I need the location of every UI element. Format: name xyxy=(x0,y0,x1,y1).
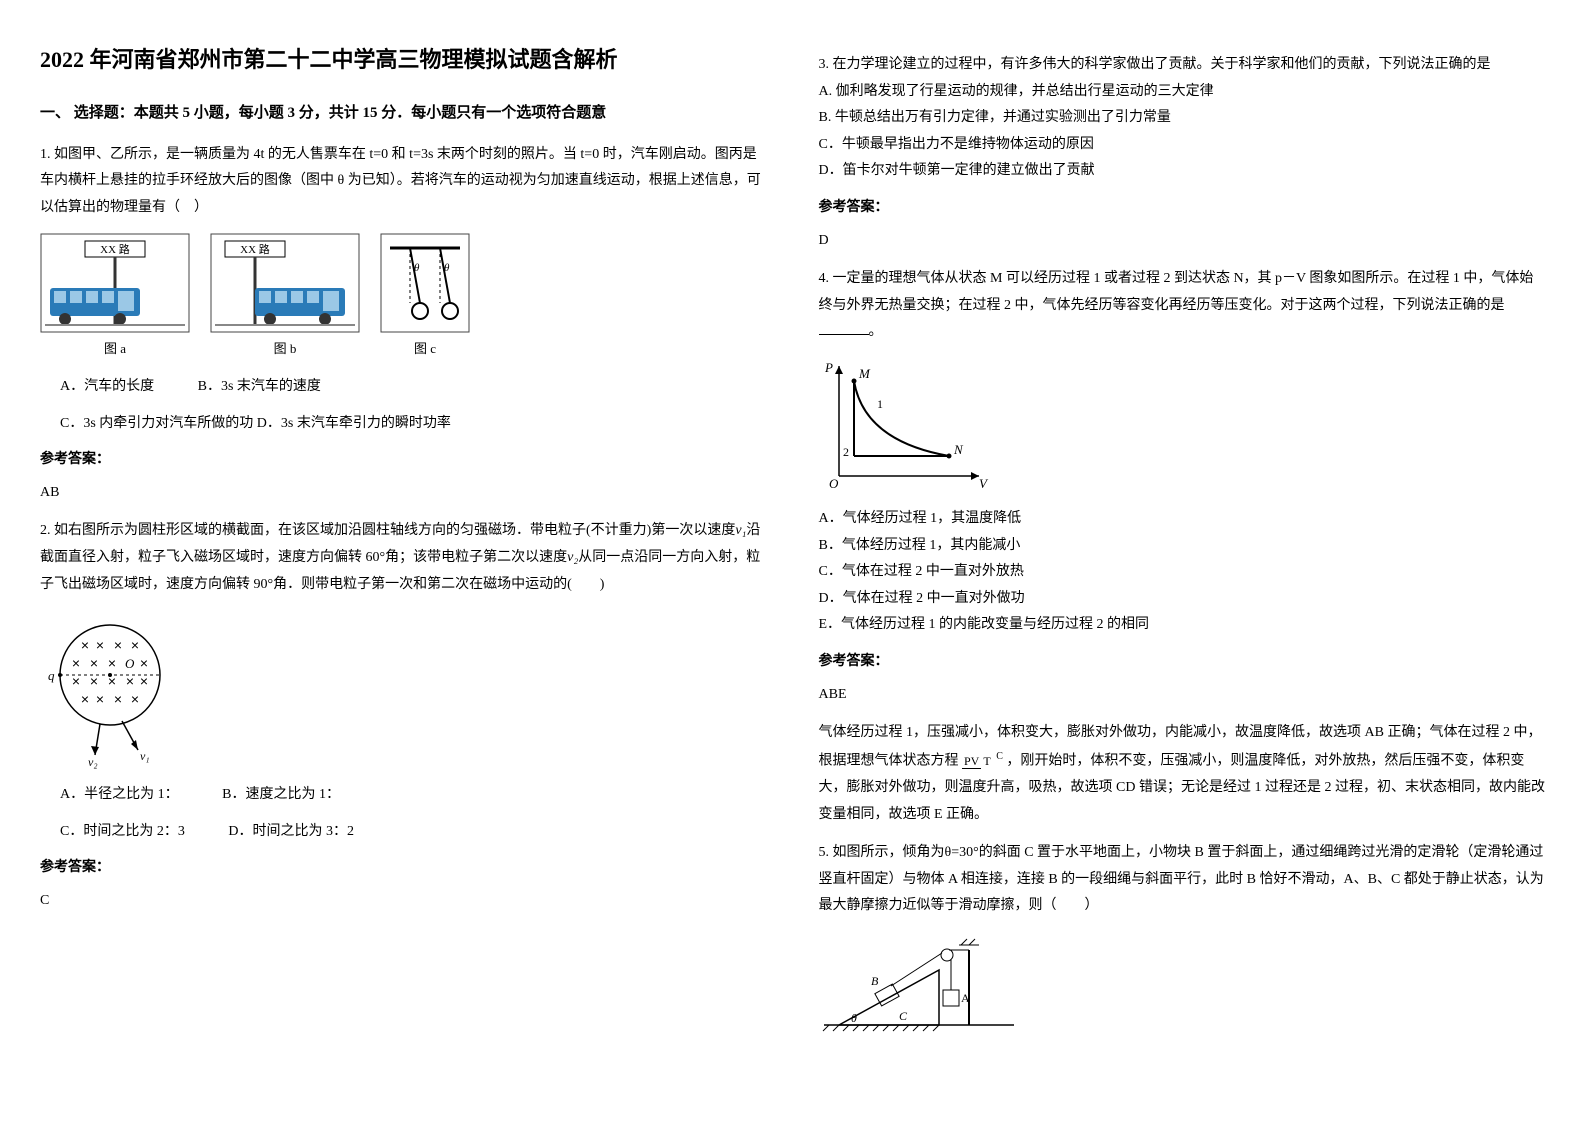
q4-axis-v: V xyxy=(979,476,989,491)
svg-text:×: × xyxy=(96,691,104,707)
q1-fig-c: θ θ 图 c xyxy=(380,233,470,362)
q1-fig-b-caption: 图 b xyxy=(210,337,360,362)
svg-text:×: × xyxy=(114,691,122,707)
question-2: 2. 如右图所示为圆柱形区域的横截面，在该区域加沿圆柱轴线方向的匀强磁场．带电粒… xyxy=(40,518,769,914)
q3-opt-a: A. 伽利略发现了行星运动的规律，并总结出行星运动的三大定律 xyxy=(819,79,1548,106)
q2-options-2: C．时间之比为 2：3 D．时间之比为 3：2 xyxy=(60,819,769,846)
q2-fig-v1: v₁ xyxy=(140,749,150,763)
svg-text:×: × xyxy=(81,637,89,653)
q1-options-2: C．3s 内牵引力对汽车所做的功 D．3s 末汽车牵引力的瞬时功率 xyxy=(60,411,769,438)
q1-stem: 1. 如图甲、乙所示，是一辆质量为 4t 的无人售票车在 t=0 和 t=3s … xyxy=(40,142,769,222)
q4-explain: 气体经历过程 1，压强减小，体积变大，膨胀对外做功，内能减小，故温度降低，故选项… xyxy=(819,720,1548,828)
q4-stem-p1: 4. 一定量的理想气体从状态 M 可以经历过程 1 或者过程 2 到达状态 N，… xyxy=(819,271,1534,313)
q3-stem: 3. 在力学理论建立的过程中，有许多伟大的科学家做出了贡献。关于科学家和他们的贡… xyxy=(819,52,1548,79)
q4-blank-suffix: 。 xyxy=(869,324,883,339)
q5-stem: 5. 如图所示，倾角为θ=30°的斜面 C 置于水平地面上，小物块 B 置于斜面… xyxy=(819,840,1548,920)
q2-opt-b: B．速度之比为 1： xyxy=(222,782,340,809)
q1-figures: XX 路 图 a xyxy=(40,233,769,362)
q4-axis-p: P xyxy=(824,360,833,375)
q3-answer: D xyxy=(819,228,1548,255)
q1-fig-b: XX 路 图 b xyxy=(210,233,360,362)
q1-opt-d: D．3s 末汽车牵引力的瞬时功率 xyxy=(257,416,451,431)
svg-text:×: × xyxy=(108,655,116,671)
q5-lbl-a: A xyxy=(961,991,970,1005)
question-4: 4. 一定量的理想气体从状态 M 可以经历过程 1 或者过程 2 到达状态 N，… xyxy=(819,266,1548,828)
q1-fig-a: XX 路 图 a xyxy=(40,233,190,362)
q1-fig-a-caption: 图 a xyxy=(40,337,190,362)
q4-frac-den: T xyxy=(981,754,992,768)
q2-opt-c: C．时间之比为 2：3 xyxy=(60,819,185,846)
q1-opt-b: B．3s 末汽车的速度 xyxy=(198,374,321,401)
q4-opt-c: C．气体在过程 2 中一直对外放热 xyxy=(819,559,1548,586)
q3-answer-label: 参考答案： xyxy=(819,195,1548,222)
svg-text:×: × xyxy=(90,655,98,671)
q2-opt-d: D．时间之比为 3：2 xyxy=(228,819,354,846)
q3-opt-d: D．笛卡尔对牛顿第一定律的建立做出了贡献 xyxy=(819,158,1548,185)
svg-text:×: × xyxy=(81,691,89,707)
q4-eqc: C xyxy=(996,751,1003,762)
question-3: 3. 在力学理论建立的过程中，有许多伟大的科学家做出了贡献。关于科学家和他们的贡… xyxy=(819,52,1548,254)
svg-text:×: × xyxy=(140,655,148,671)
svg-text:×: × xyxy=(131,637,139,653)
q4-fraction: PVT xyxy=(962,755,993,768)
q2-figure: ×××× ×××× ××××× ×××× q O v₁ xyxy=(40,610,769,770)
q1-fig-a-sign: XX 路 xyxy=(100,243,130,256)
q4-answer-label: 参考答案： xyxy=(819,649,1548,676)
q4-lbl-2: 2 xyxy=(843,445,849,459)
q5-lbl-c: C xyxy=(899,1009,908,1023)
question-5: 5. 如图所示，倾角为θ=30°的斜面 C 置于水平地面上，小物块 B 置于斜面… xyxy=(819,840,1548,1040)
svg-text:θ: θ xyxy=(414,262,420,274)
q1-fig-b-sign: XX 路 xyxy=(240,243,270,256)
q2-fig-O: O xyxy=(125,656,135,671)
section-1-header: 一、 选择题：本题共 5 小题，每小题 3 分，共计 15 分．每小题只有一个选… xyxy=(40,100,769,127)
svg-text:×: × xyxy=(131,691,139,707)
q4-axis-o: O xyxy=(829,476,839,491)
page-title: 2022 年河南省郑州市第二十二中学高三物理模拟试题含解析 xyxy=(40,40,769,80)
q2-stem-p1: 2. 如右图所示为圆柱形区域的横截面，在该区域加沿圆柱轴线方向的匀强磁场．带电粒… xyxy=(40,523,735,538)
question-1: 1. 如图甲、乙所示，是一辆质量为 4t 的无人售票车在 t=0 和 t=3s … xyxy=(40,142,769,507)
q2-v1: v₁ xyxy=(735,523,746,538)
q4-opt-e: E．气体经历过程 1 的内能改变量与经历过程 2 的相同 xyxy=(819,612,1548,639)
svg-text:×: × xyxy=(114,637,122,653)
q2-answer: C xyxy=(40,888,769,915)
q2-v2: v₂ xyxy=(567,550,578,565)
q4-opt-a: A．气体经历过程 1，其温度降低 xyxy=(819,506,1548,533)
q1-opt-c: C．3s 内牵引力对汽车所做的功 xyxy=(60,416,253,431)
q4-blank xyxy=(819,334,869,335)
q2-fig-v2: v₂ xyxy=(88,755,98,769)
q5-lbl-theta: θ xyxy=(851,1011,857,1025)
svg-text:θ: θ xyxy=(444,262,450,274)
q4-pt-m: M xyxy=(858,366,871,381)
q5-figure: A B C θ xyxy=(819,930,1548,1040)
q3-opt-b: B. 牛顿总结出万有引力定律，并通过实验测出了引力常量 xyxy=(819,105,1548,132)
q4-frac-num: PV xyxy=(962,754,981,769)
q1-answer-label: 参考答案： xyxy=(40,447,769,474)
q1-answer: AB xyxy=(40,480,769,507)
q4-stem: 4. 一定量的理想气体从状态 M 可以经历过程 1 或者过程 2 到达状态 N，… xyxy=(819,266,1548,346)
q3-opt-c: C．牛顿最早指出力不是维持物体运动的原因 xyxy=(819,132,1548,159)
svg-text:×: × xyxy=(96,637,104,653)
q2-options-1: A．半径之比为 1： B．速度之比为 1： xyxy=(60,782,769,809)
q2-fig-q: q xyxy=(48,668,55,683)
q4-figure: P V O M N 1 2 xyxy=(819,356,1548,496)
q4-answer: ABE xyxy=(819,682,1548,709)
q5-lbl-b: B xyxy=(871,974,879,988)
q4-opt-b: B．气体经历过程 1，其内能减小 xyxy=(819,533,1548,560)
q1-opt-a: A．汽车的长度 xyxy=(60,374,154,401)
q2-answer-label: 参考答案： xyxy=(40,855,769,882)
q4-opt-d: D．气体在过程 2 中一直对外做功 xyxy=(819,586,1548,613)
q1-options: A．汽车的长度 B．3s 末汽车的速度 xyxy=(60,374,769,401)
q4-pt-n: N xyxy=(953,442,964,457)
q1-fig-c-caption: 图 c xyxy=(380,337,470,362)
svg-text:×: × xyxy=(72,655,80,671)
q2-opt-a: A．半径之比为 1： xyxy=(60,782,179,809)
q4-lbl-1: 1 xyxy=(877,397,883,411)
q2-stem: 2. 如右图所示为圆柱形区域的横截面，在该区域加沿圆柱轴线方向的匀强磁场．带电粒… xyxy=(40,518,769,598)
